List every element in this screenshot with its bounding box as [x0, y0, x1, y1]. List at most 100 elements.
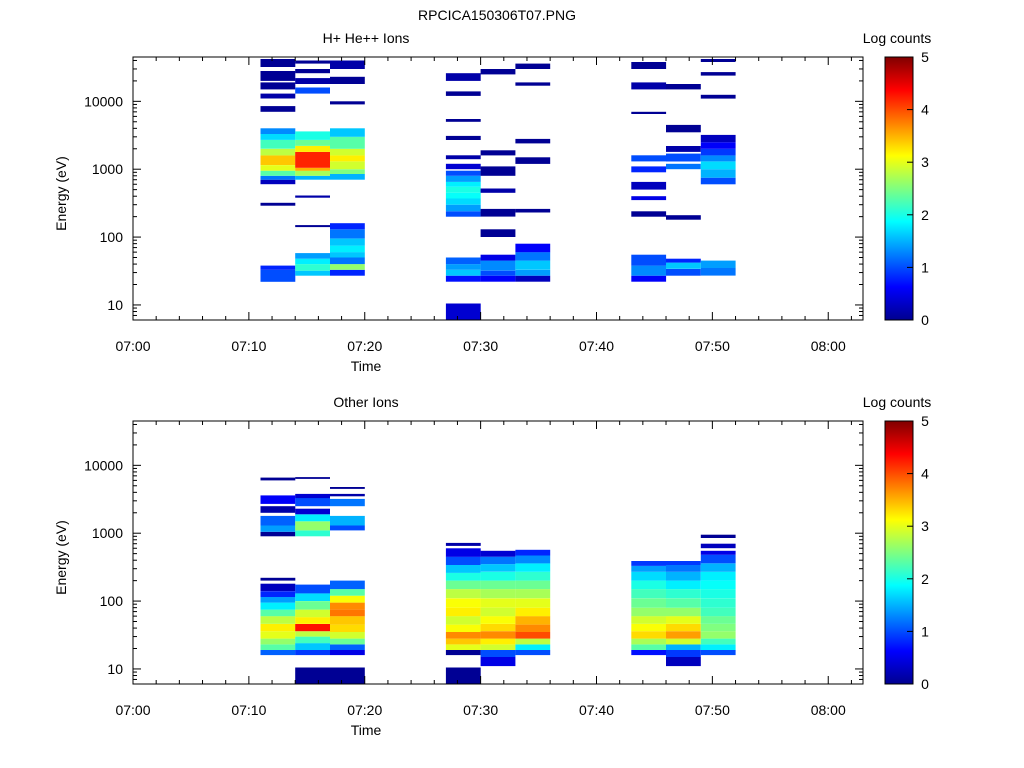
spectrogram-cell [666, 650, 701, 657]
y-axis-label: Energy (eV) [53, 520, 69, 595]
spectrogram-cell [445, 556, 481, 565]
spectrogram-cell [295, 270, 330, 276]
spectrogram-cell [295, 87, 330, 94]
spectrogram-cell [260, 597, 296, 603]
spectrogram-cell [700, 534, 736, 538]
spectrogram-cell [700, 616, 736, 624]
spectrogram-cell [700, 268, 736, 276]
panel-title: H+ He++ Ions [323, 30, 410, 46]
spectrogram-cell [295, 258, 330, 265]
spectrogram-cell [480, 650, 516, 657]
spectrogram-cell [480, 69, 516, 75]
spectrogram-cell [260, 82, 296, 90]
spectrogram-cell [330, 609, 365, 617]
spectrogram-cell [295, 175, 330, 180]
x-tick-label: 07:50 [695, 702, 730, 718]
x-tick-label: 07:00 [115, 338, 150, 354]
spectrogram-cell [260, 148, 296, 156]
plot-frame [132, 56, 864, 321]
h-he-ions-panel: H+ He++ Ions 07:00 07:10 07:20 07:30 07:40 07:… [53, 30, 931, 374]
x-tick-label: 07:50 [695, 338, 730, 354]
spectrogram-cell [445, 269, 481, 276]
colorbar-tick-label: 0 [921, 312, 929, 328]
spectrogram-cell [631, 631, 667, 639]
y-tick-label: 1000 [92, 161, 123, 177]
x-tick-label: 07:20 [347, 702, 382, 718]
spectrogram-cell [445, 155, 481, 160]
colorbar-gradient [884, 420, 914, 685]
x-tick-label: 07:10 [231, 702, 266, 718]
spectrogram-cell [480, 270, 516, 276]
spectrogram-cell [700, 134, 736, 143]
spectrogram-cell [260, 165, 296, 171]
x-tick-label: 07:00 [115, 702, 150, 718]
colorbar-tick-label: 0 [921, 676, 929, 692]
spectrogram-cell [631, 111, 667, 114]
y-tick-label: 100 [100, 229, 124, 245]
spectrogram-cell [480, 580, 516, 590]
spectrogram-cell [700, 142, 736, 149]
spectrogram-cell [631, 561, 667, 566]
spectrogram-cell [295, 60, 330, 64]
spectrogram-cell [295, 643, 330, 650]
spectrogram-cell [330, 223, 365, 230]
spectrogram-cell [631, 616, 667, 624]
spectrogram-cell [631, 638, 667, 645]
spectrogram-cell [330, 632, 365, 639]
spectrogram-cell [260, 531, 296, 537]
spectrogram-cell [330, 525, 365, 531]
spectrogram-cell [260, 175, 296, 180]
spectrogram-cell [445, 211, 481, 217]
colorbar-tick-label: 2 [921, 571, 929, 587]
spectrogram-cell [666, 565, 701, 572]
spectrogram-cell [631, 624, 667, 632]
spectrogram-cell [700, 644, 736, 650]
y-axis-label: Energy (eV) [53, 156, 69, 231]
spectrogram-cell [445, 91, 481, 96]
spectrogram-cell [445, 303, 481, 320]
spectrogram-cell [631, 265, 667, 276]
spectrogram-cell [295, 167, 330, 171]
spectrogram-cell [260, 638, 296, 645]
spectrogram-cell [480, 550, 516, 557]
figure-title: RPCICA150306T07.PNG [418, 7, 576, 23]
spectrogram-cell [480, 254, 516, 261]
spectrogram-cell [700, 148, 736, 156]
spectrogram-cell [515, 644, 551, 650]
spectrogram-cell [631, 644, 667, 650]
spectrogram-cell [260, 525, 296, 532]
spectrogram-cell [330, 174, 365, 180]
spectrogram-cell [515, 243, 551, 253]
spectrogram-cell [631, 181, 667, 190]
spectrogram-cell [515, 598, 551, 608]
spectrogram-cell [295, 508, 330, 515]
spectrogram-cell [480, 644, 516, 650]
spectrogram-cell [445, 264, 481, 270]
spectrogram-cell [666, 616, 701, 624]
spectrogram-cell [295, 195, 330, 198]
spectrogram-cells [260, 59, 736, 320]
spectrogram-cell [515, 589, 551, 599]
spectrogram-cell [260, 106, 296, 112]
spectrogram-cell [480, 616, 516, 624]
spectrogram-cell [631, 82, 667, 90]
spectrogram-cell [480, 631, 516, 639]
spectrogram-cell [666, 580, 701, 590]
spectrogram-cell [515, 616, 551, 625]
spectrogram-cell [515, 275, 551, 282]
spectrogram-cell [295, 78, 330, 84]
spectrogram-cell [666, 644, 701, 650]
spectrogram-cell [330, 128, 365, 137]
spectrogram-cell [445, 181, 481, 187]
spectrogram-cell [700, 580, 736, 590]
spectrogram-cell [480, 260, 516, 271]
spectrogram-cell [260, 477, 296, 481]
x-axis-label: Time [351, 722, 382, 738]
spectrogram-cell [330, 257, 365, 265]
spectrogram-cell [445, 275, 481, 282]
spectrogram-cell [295, 624, 330, 632]
spectrogram-cell [700, 563, 736, 572]
spectrogram-cell [445, 632, 481, 639]
spectrogram-cell [515, 607, 551, 617]
spectrogram-cell [295, 498, 330, 507]
